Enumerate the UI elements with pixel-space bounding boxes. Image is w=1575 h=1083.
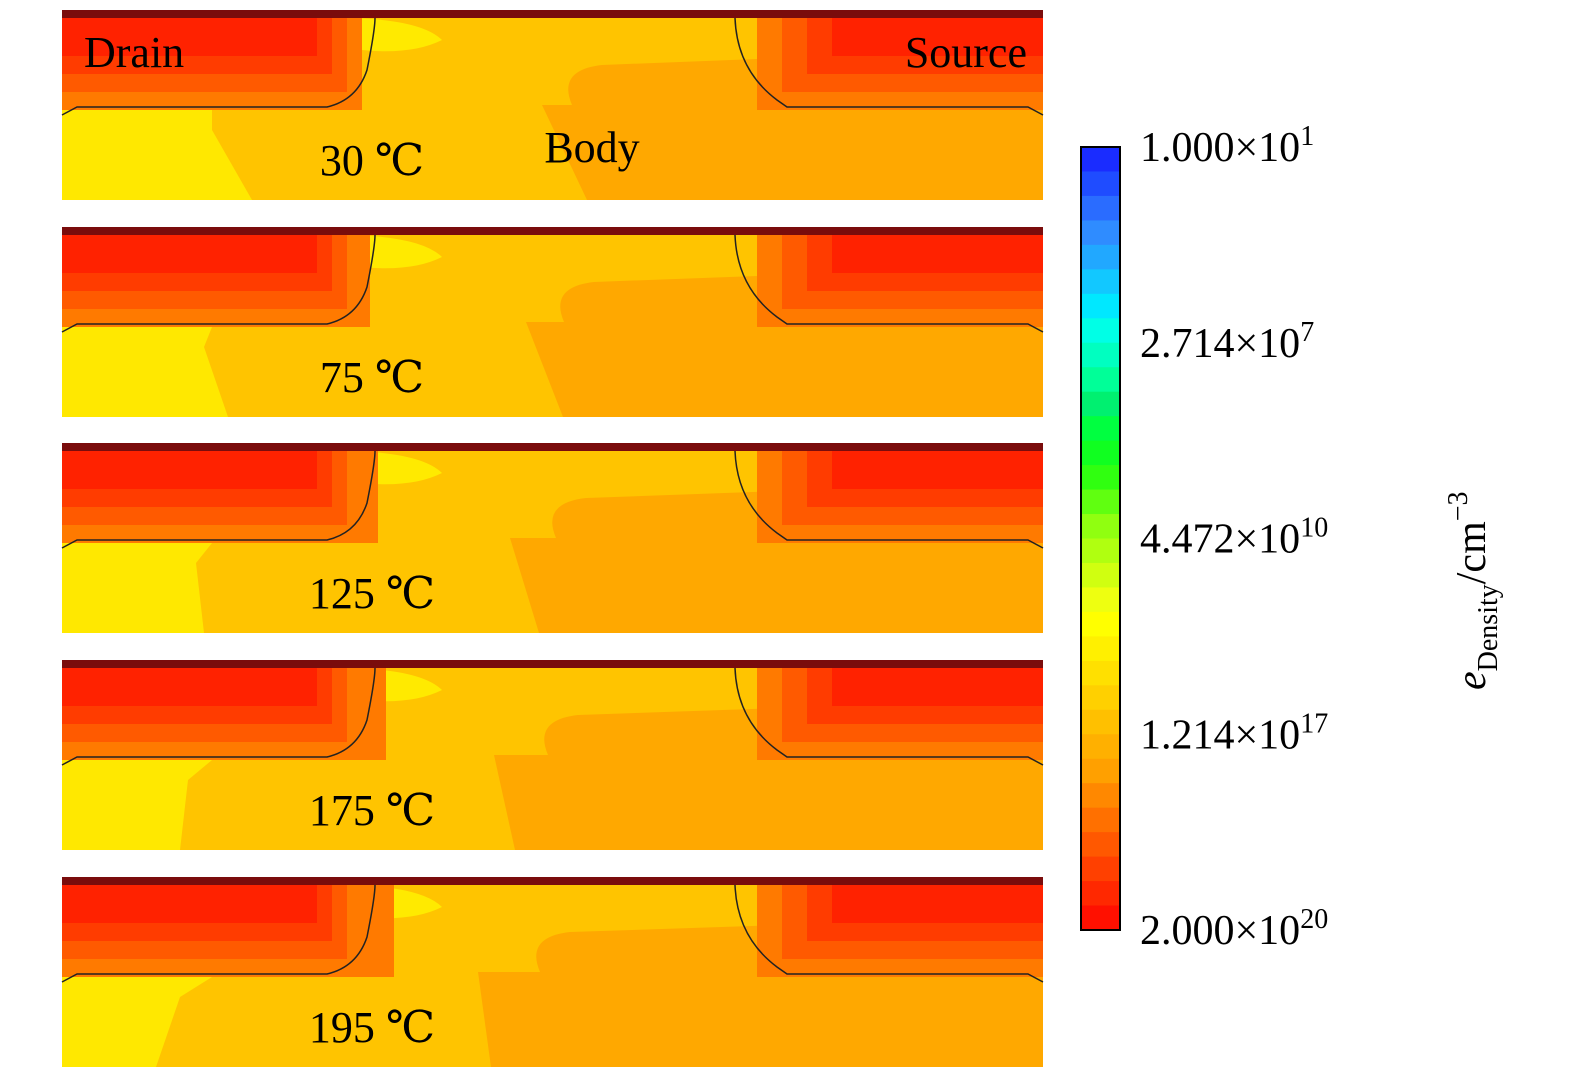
top-contact — [62, 443, 1043, 451]
temperature-label: 125 ℃ — [309, 569, 435, 618]
colorbar-band — [1081, 514, 1120, 539]
tick-mantissa: 1.214×10 — [1140, 712, 1300, 758]
low-region — [62, 977, 212, 1067]
temperature-label: 195 ℃ — [309, 1003, 435, 1052]
top-contact — [62, 877, 1043, 885]
temperature-label: 75 ℃ — [320, 353, 424, 402]
source-band — [832, 18, 1043, 56]
drain-band — [62, 668, 317, 706]
colorbar-band — [1081, 636, 1120, 662]
colorbar-band — [1081, 416, 1120, 442]
label-symbol: e — [1449, 671, 1495, 690]
colorbar-band — [1081, 342, 1120, 368]
tick-exponent: 7 — [1300, 317, 1314, 348]
junction — [61, 234, 1044, 333]
colorbar-band — [1081, 685, 1120, 711]
source-label: Source — [905, 28, 1027, 77]
colorbar-band — [1081, 783, 1120, 809]
tick-exponent: 17 — [1300, 708, 1328, 739]
source-band — [832, 668, 1043, 706]
tick-exponent: 20 — [1300, 904, 1328, 935]
low-region — [62, 543, 212, 633]
temperature-label: 175 ℃ — [309, 786, 435, 835]
colorbar-band — [1081, 562, 1120, 588]
colorbar-band — [1081, 856, 1120, 882]
tick-mantissa: 2.000×10 — [1140, 908, 1300, 954]
colorbar-band — [1081, 171, 1120, 197]
tick-mantissa: 1.000×10 — [1140, 125, 1300, 171]
junction — [61, 17, 1044, 116]
colorbar-band — [1081, 587, 1120, 613]
colorbar-tick-label: 1.000×101 — [1140, 121, 1314, 171]
colorbar-band — [1081, 391, 1120, 417]
colorbar-band — [1081, 758, 1120, 784]
colorbar-band — [1081, 220, 1120, 246]
colorbar-frame — [1080, 146, 1121, 931]
colorbar-band — [1081, 734, 1120, 760]
drain-band — [62, 18, 317, 56]
colorbar-band — [1081, 367, 1120, 393]
colorbar-band — [1081, 538, 1120, 564]
body-label: Body — [544, 123, 639, 172]
colorbar-band — [1081, 440, 1120, 466]
top-contact — [62, 10, 1043, 18]
low-region — [62, 327, 228, 417]
source-band — [832, 235, 1043, 273]
drain-label: Drain — [84, 28, 184, 77]
temperature-label: 30 ℃ — [320, 136, 424, 185]
panel: 195 ℃ — [61, 877, 1044, 1067]
label-subscript: Density — [1473, 584, 1504, 671]
tick-exponent: 1 — [1300, 121, 1314, 152]
colorbar-band — [1081, 244, 1120, 270]
colorbar-tick-label: 4.472×1010 — [1140, 513, 1328, 563]
top-contact — [62, 227, 1043, 235]
panel: 125 ℃ — [61, 443, 1044, 633]
colorbar-band — [1081, 489, 1120, 515]
source-band — [832, 885, 1043, 923]
colorbar-tick-label: 2.714×107 — [1140, 317, 1314, 367]
drain-band — [62, 885, 317, 923]
colorbar-band — [1081, 465, 1120, 491]
colorbar-band — [1081, 318, 1120, 344]
colorbar-band — [1081, 660, 1120, 686]
source-band — [832, 451, 1043, 489]
panel: 75 ℃ — [61, 227, 1044, 417]
colorbar-band — [1081, 881, 1120, 907]
junction — [61, 450, 1044, 549]
drain-band — [62, 235, 317, 273]
panel: 30 ℃ Drain Source Body — [61, 10, 1044, 200]
colorbar-tick-label: 2.000×1020 — [1140, 904, 1328, 954]
colorbar-band — [1081, 611, 1120, 637]
tick-mantissa: 4.472×10 — [1140, 517, 1300, 563]
low-region — [62, 110, 252, 200]
colorbar-band — [1081, 832, 1120, 858]
colorbar-band — [1081, 269, 1120, 295]
colorbar-band — [1081, 709, 1120, 735]
colorbar-band — [1081, 905, 1120, 931]
panel: 175 ℃ — [61, 660, 1044, 850]
junction — [61, 667, 1044, 766]
junction — [61, 884, 1044, 983]
tick-exponent: 10 — [1300, 513, 1328, 544]
colorbar-label: eDensity/cm−3 — [1443, 491, 1504, 690]
tick-mantissa: 2.714×10 — [1140, 321, 1300, 367]
label-unit: /cm — [1449, 521, 1495, 584]
colorbar-band — [1081, 807, 1120, 833]
low-region — [62, 760, 212, 850]
colorbar-band — [1081, 293, 1120, 319]
label-superscript: −3 — [1443, 491, 1474, 521]
colorbar-band — [1081, 147, 1120, 172]
top-contact — [62, 660, 1043, 668]
colorbar-tick-label: 1.214×1017 — [1140, 708, 1328, 758]
colorbar-band — [1081, 195, 1120, 221]
drain-band — [62, 451, 317, 489]
